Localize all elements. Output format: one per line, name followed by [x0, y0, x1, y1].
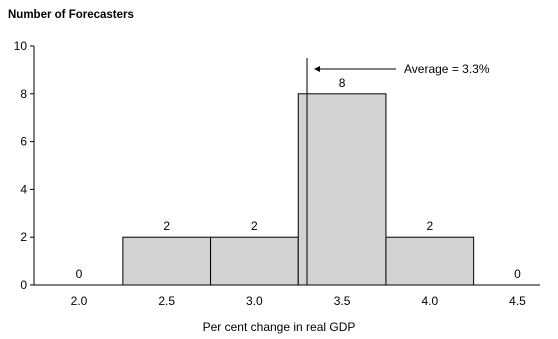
x-tick-label-3.0: 3.0: [246, 294, 263, 308]
data-label-4.5: 0: [514, 267, 521, 281]
data-label-2.0: 0: [76, 267, 83, 281]
bar-3.5: [297, 93, 387, 286]
data-label-3.0: 2: [251, 219, 258, 233]
y-tick-label-8: 8: [20, 87, 27, 101]
x-tick-label-2.5: 2.5: [158, 294, 175, 308]
y-tick-label-6: 6: [20, 135, 27, 149]
bar-2.5: [122, 236, 212, 286]
bar-3.0: [210, 236, 299, 286]
average-arrow-head: [314, 66, 321, 72]
data-label-2.5: 2: [163, 219, 170, 233]
y-axis-title: Number of Forecasters: [8, 9, 134, 21]
y-tick-label-4: 4: [20, 182, 27, 196]
average-label: Average = 3.3%: [404, 62, 490, 76]
y-tick-label-10: 10: [14, 39, 28, 53]
x-tick-label-4.5: 4.5: [509, 294, 526, 308]
x-tick-label-3.5: 3.5: [334, 294, 351, 308]
x-tick-label-4.0: 4.0: [421, 294, 438, 308]
x-tick-label-2.0: 2.0: [71, 294, 88, 308]
data-label-4.0: 2: [426, 219, 433, 233]
y-tick-label-0: 0: [20, 278, 27, 292]
bar-4.0: [385, 236, 475, 286]
data-label-3.5: 8: [339, 76, 346, 90]
y-tick-label-2: 2: [20, 230, 27, 244]
x-axis-title: Per cent change in real GDP: [202, 320, 356, 334]
